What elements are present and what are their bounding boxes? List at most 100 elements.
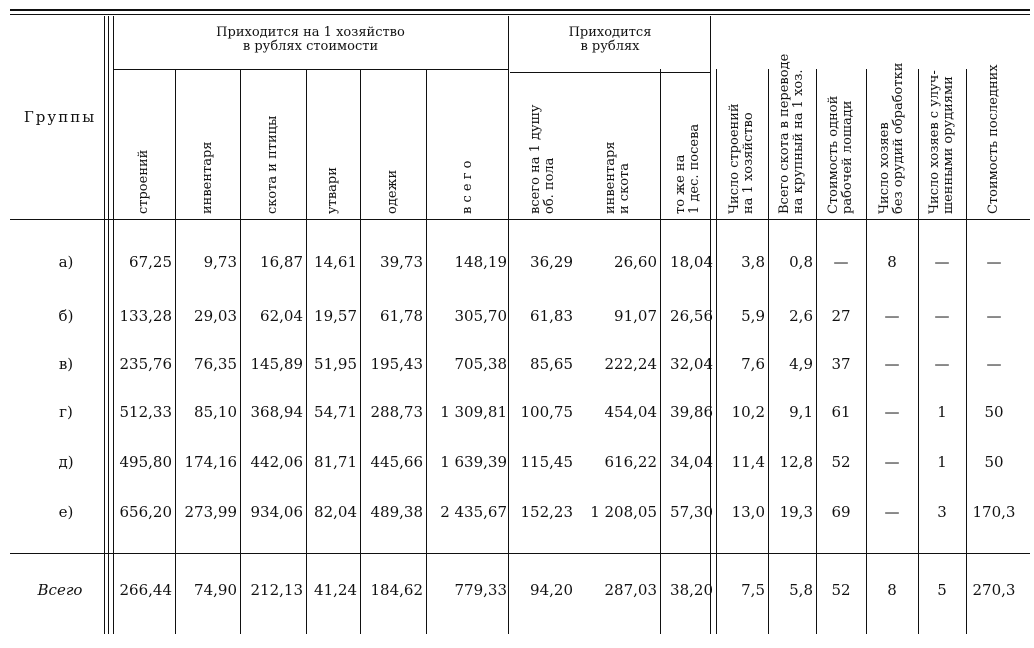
table-cell: 26,60 <box>614 253 657 271</box>
table-cell: 174,16 <box>184 453 238 471</box>
table-cell: 512,33 <box>119 403 173 421</box>
column-header-line2: шенными орудиями <box>941 76 956 214</box>
column-header-line2: об. пола <box>542 157 557 214</box>
table-cell: 9,1 <box>789 403 813 421</box>
column-header-line1: Стоимость последних <box>986 64 1001 214</box>
span-header-per-household: Приходится на 1 хозяйство в рублях стоим… <box>113 26 508 54</box>
column-header: Число строений на 1 хозяйство <box>727 103 756 214</box>
column-header: Число хозяев без орудий обработки <box>877 62 906 214</box>
table-cell: 222,24 <box>604 355 658 373</box>
table-cell: 76,35 <box>194 355 237 373</box>
rule-vertical <box>360 69 361 634</box>
table-cell: 62,04 <box>260 307 303 325</box>
table-cell: 9,73 <box>203 253 237 271</box>
column-header-line2: и скота <box>617 163 632 214</box>
table-cell: 5,8 <box>789 581 813 599</box>
table-cell: 3,8 <box>741 253 765 271</box>
table-cell: 32,04 <box>670 355 713 373</box>
table-cell: 8 <box>887 253 897 271</box>
span-header-rubles-line1: Приходится <box>568 25 652 40</box>
rule-vertical <box>426 69 427 634</box>
table-cell: 34,04 <box>670 453 713 471</box>
table-cell: 61 <box>831 403 851 421</box>
table-cell: — <box>986 355 1002 373</box>
table-cell: 29,03 <box>194 307 237 325</box>
column-header-line2: на 1 хозяйство <box>741 112 756 214</box>
table-cell: 5,9 <box>741 307 765 325</box>
table-cell: 2 435,67 <box>440 503 507 521</box>
rule-vertical <box>966 69 967 634</box>
table-cell: 305,70 <box>454 307 508 325</box>
table-cell: 61,83 <box>530 307 573 325</box>
table-cell: 81,71 <box>314 453 357 471</box>
table-cell: 3 <box>937 503 947 521</box>
table-cell: 52 <box>831 453 851 471</box>
table-cell: 74,90 <box>194 581 237 599</box>
table-cell: 656,20 <box>119 503 173 521</box>
row-group-label: Всего <box>37 581 83 599</box>
column-header: инвентаря и скота <box>603 142 632 214</box>
table-cell: — <box>934 355 950 373</box>
column-header-line2: без орудий обработки <box>891 62 906 214</box>
table-cell: 273,99 <box>184 503 238 521</box>
table-cell: 61,78 <box>380 307 423 325</box>
table-cell: 13,0 <box>731 503 765 521</box>
column-header-line1: Число хозяев с улуч- <box>927 70 942 214</box>
table-cell: 170,3 <box>972 503 1016 521</box>
table-cell: 11,4 <box>731 453 765 471</box>
table-cell: 85,65 <box>530 355 573 373</box>
table-cell: 50 <box>984 453 1004 471</box>
rule-vertical <box>175 69 176 634</box>
rule-vertical <box>108 16 109 634</box>
column-header-line1: то же на <box>673 154 688 214</box>
row-group-label: д) <box>58 453 74 471</box>
row-group-label: б) <box>58 307 74 325</box>
table-cell: 270,3 <box>972 581 1016 599</box>
table-cell: 16,87 <box>260 253 303 271</box>
column-header-line1: Всего скота в переводе <box>777 53 792 214</box>
table-cell: 148,19 <box>454 253 508 271</box>
rule-vertical <box>306 69 307 634</box>
column-header: скота и птицы <box>265 116 280 214</box>
table-cell: 152,23 <box>520 503 574 521</box>
column-header-line1: инвентаря <box>199 141 215 214</box>
column-header-line1: всего на 1 душу <box>528 104 543 214</box>
rule-horizontal <box>10 14 1030 15</box>
column-header: инвентаря <box>199 141 215 214</box>
table-cell: 19,3 <box>779 503 813 521</box>
column-header: строений <box>136 150 151 214</box>
table-cell: — <box>884 453 900 471</box>
rule-horizontal <box>113 69 508 70</box>
column-header-line2: рабочей лошади <box>840 100 855 214</box>
column-header-line1: Число хозяев <box>877 122 892 214</box>
table-cell: 67,25 <box>129 253 172 271</box>
column-header: Стоимость последних <box>986 64 1001 214</box>
table-cell: 91,07 <box>614 307 657 325</box>
column-header-line1: Число строений <box>727 103 742 214</box>
table-cell: 57,30 <box>670 503 713 521</box>
table-cell: 368,94 <box>250 403 304 421</box>
table-cell: 288,73 <box>370 403 424 421</box>
table-cell: 195,43 <box>370 355 424 373</box>
table-cell: 52 <box>831 581 851 599</box>
table-cell: — <box>986 253 1002 271</box>
rule-vertical <box>716 69 717 634</box>
table-cell: 27 <box>831 307 851 325</box>
table-cell: 26,56 <box>670 307 713 325</box>
column-header-line2: 1 дес. посева <box>687 123 702 214</box>
table-cell: 51,95 <box>314 355 357 373</box>
table-cell: 115,45 <box>520 453 574 471</box>
table-cell: 616,22 <box>604 453 658 471</box>
table-cell: 235,76 <box>119 355 173 373</box>
table-cell: 36,29 <box>530 253 573 271</box>
table-cell: 41,24 <box>314 581 357 599</box>
table-cell: 145,89 <box>250 355 304 373</box>
column-header-line1: утвари <box>325 167 340 214</box>
table-cell: 100,75 <box>520 403 574 421</box>
span-header-rubles-line2: в рублях <box>580 39 640 54</box>
table-cell: — <box>884 307 900 325</box>
rule-vertical <box>866 69 867 634</box>
rule-horizontal <box>10 9 1030 11</box>
table-cell: — <box>986 307 1002 325</box>
table-cell: 212,13 <box>250 581 304 599</box>
